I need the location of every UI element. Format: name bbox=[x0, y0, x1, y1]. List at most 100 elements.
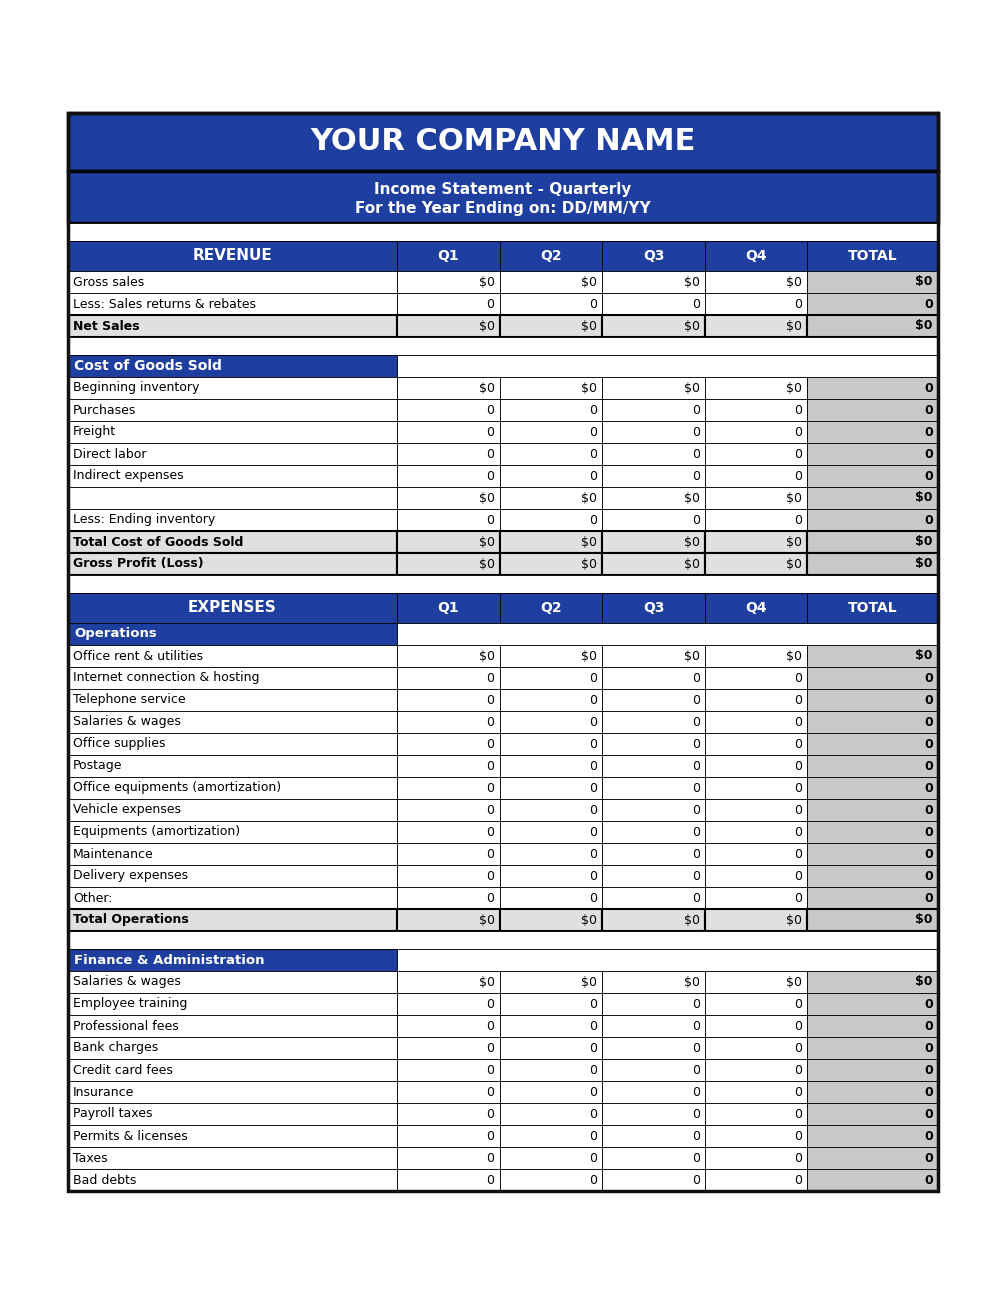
Text: Salaries & wages: Salaries & wages bbox=[73, 976, 181, 989]
Bar bbox=[500, 842, 603, 864]
Text: Credit card fees: Credit card fees bbox=[73, 1064, 173, 1077]
Text: 0: 0 bbox=[590, 870, 598, 883]
Bar bbox=[68, 689, 396, 712]
Text: 0: 0 bbox=[692, 848, 700, 861]
Bar bbox=[500, 1059, 603, 1081]
Text: 0: 0 bbox=[692, 998, 700, 1011]
Text: 0: 0 bbox=[487, 715, 495, 728]
Bar bbox=[396, 712, 500, 734]
Text: 0: 0 bbox=[590, 403, 598, 416]
Bar bbox=[705, 908, 808, 931]
Bar bbox=[396, 1147, 500, 1169]
Text: 0: 0 bbox=[795, 1173, 803, 1187]
Text: 0: 0 bbox=[925, 1020, 933, 1033]
Text: 0: 0 bbox=[795, 513, 803, 526]
Bar bbox=[396, 886, 500, 908]
Bar bbox=[603, 756, 705, 778]
Text: 0: 0 bbox=[487, 1086, 495, 1099]
Bar bbox=[808, 886, 938, 908]
Bar bbox=[603, 1147, 705, 1169]
Bar bbox=[705, 241, 808, 271]
Bar bbox=[500, 667, 603, 689]
Bar bbox=[68, 271, 396, 293]
Bar bbox=[500, 465, 603, 487]
Bar bbox=[396, 399, 500, 421]
Text: 0: 0 bbox=[692, 1020, 700, 1033]
Bar bbox=[68, 864, 396, 886]
Bar bbox=[808, 1125, 938, 1147]
Bar bbox=[808, 667, 938, 689]
Bar bbox=[603, 443, 705, 465]
Text: Office rent & utilities: Office rent & utilities bbox=[73, 649, 203, 662]
Bar bbox=[603, 734, 705, 756]
Text: 0: 0 bbox=[487, 1173, 495, 1187]
Bar bbox=[603, 1081, 705, 1103]
Text: 0: 0 bbox=[487, 870, 495, 883]
Text: Q2: Q2 bbox=[540, 601, 561, 616]
Text: Beginning inventory: Beginning inventory bbox=[73, 381, 199, 394]
Bar bbox=[500, 531, 603, 553]
Bar bbox=[603, 864, 705, 886]
Text: 0: 0 bbox=[487, 693, 495, 706]
Bar bbox=[68, 171, 938, 223]
Text: 0: 0 bbox=[692, 693, 700, 706]
Bar bbox=[705, 842, 808, 864]
Text: 0: 0 bbox=[795, 693, 803, 706]
Bar bbox=[705, 971, 808, 993]
Text: 0: 0 bbox=[795, 1064, 803, 1077]
Text: 0: 0 bbox=[590, 759, 598, 772]
Bar bbox=[500, 778, 603, 800]
Text: 0: 0 bbox=[925, 737, 933, 750]
Text: Equipments (amortization): Equipments (amortization) bbox=[73, 826, 240, 839]
Bar bbox=[68, 443, 396, 465]
Bar bbox=[396, 645, 500, 667]
Bar bbox=[68, 993, 396, 1015]
Bar bbox=[396, 864, 500, 886]
Bar bbox=[68, 509, 396, 531]
Text: $0: $0 bbox=[684, 649, 700, 662]
Bar bbox=[500, 1125, 603, 1147]
Bar bbox=[808, 315, 938, 337]
Bar bbox=[500, 293, 603, 315]
Bar bbox=[808, 465, 938, 487]
Bar bbox=[500, 820, 603, 842]
Bar bbox=[68, 800, 396, 820]
Text: 0: 0 bbox=[590, 693, 598, 706]
Text: 0: 0 bbox=[692, 870, 700, 883]
Text: 0: 0 bbox=[795, 804, 803, 816]
Text: Employee training: Employee training bbox=[73, 998, 187, 1011]
Bar bbox=[705, 820, 808, 842]
Text: Office supplies: Office supplies bbox=[73, 737, 166, 750]
Text: 0: 0 bbox=[487, 892, 495, 905]
Bar bbox=[68, 623, 396, 645]
Bar bbox=[500, 886, 603, 908]
Bar bbox=[808, 1169, 938, 1191]
Bar bbox=[68, 377, 396, 399]
Text: 0: 0 bbox=[590, 1020, 598, 1033]
Text: 0: 0 bbox=[795, 715, 803, 728]
Text: TOTAL: TOTAL bbox=[848, 249, 897, 263]
Bar bbox=[705, 509, 808, 531]
Text: $0: $0 bbox=[684, 491, 700, 504]
Bar bbox=[808, 756, 938, 778]
Bar bbox=[808, 377, 938, 399]
Bar bbox=[603, 778, 705, 800]
Bar bbox=[500, 864, 603, 886]
Bar bbox=[808, 399, 938, 421]
Bar bbox=[500, 1147, 603, 1169]
Text: 0: 0 bbox=[590, 1086, 598, 1099]
Bar bbox=[500, 553, 603, 575]
Text: $0: $0 bbox=[787, 491, 803, 504]
Text: $0: $0 bbox=[915, 976, 933, 989]
Text: 0: 0 bbox=[925, 425, 933, 438]
Bar bbox=[500, 1081, 603, 1103]
Bar bbox=[808, 1147, 938, 1169]
Text: $0: $0 bbox=[479, 491, 495, 504]
Text: $0: $0 bbox=[915, 276, 933, 289]
Bar bbox=[500, 993, 603, 1015]
Text: Telephone service: Telephone service bbox=[73, 693, 186, 706]
Bar bbox=[396, 1125, 500, 1147]
Bar bbox=[808, 908, 938, 931]
Text: 0: 0 bbox=[590, 826, 598, 839]
Bar bbox=[396, 842, 500, 864]
